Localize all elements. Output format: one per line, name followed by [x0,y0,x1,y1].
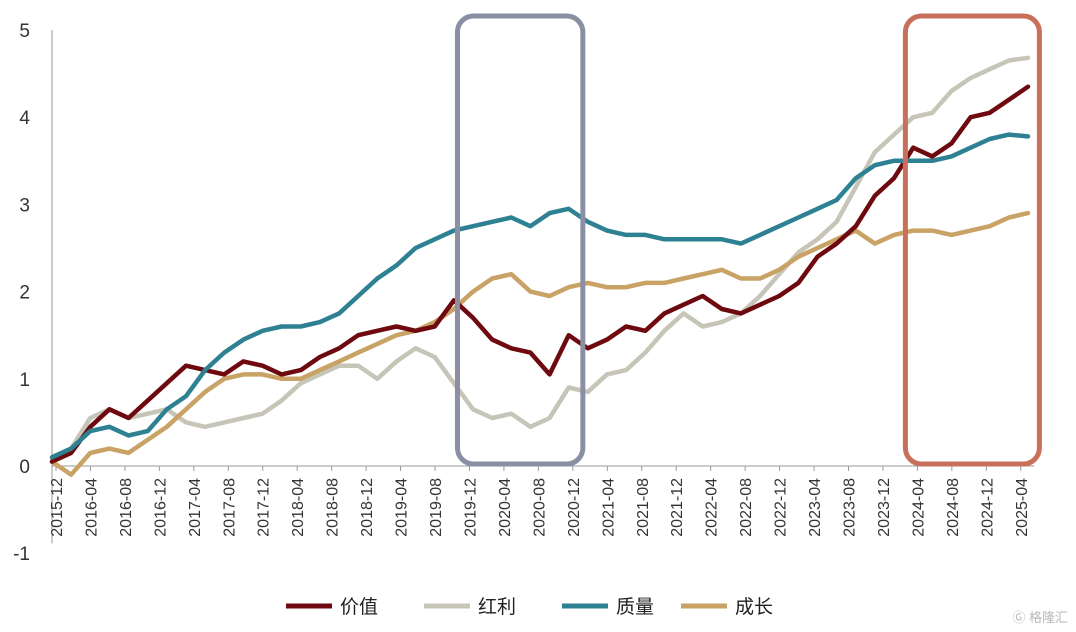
y-tick-label: 5 [19,21,30,42]
highlight-boxes [454,13,1042,467]
x-tick-label: 2025-04 [1014,478,1031,537]
x-tick-label: 2021-08 [635,478,652,537]
x-tick-label: 2023-12 [876,478,893,537]
x-tick-label: 2024-04 [910,478,927,537]
y-tick-label: 3 [19,195,30,216]
watermark: Ⓖ 格隆汇 [1012,607,1068,626]
legend: 价值 红利 质量 成长 [286,596,773,618]
x-tick-label: 2020-08 [531,478,548,537]
y-tick-label: 1 [19,370,30,391]
y-tick-label: 4 [19,108,30,129]
x-tick-label: 2021-04 [600,478,617,537]
x-tick-label: 2016-08 [118,478,135,537]
legend-label: 质量 [616,596,654,618]
x-tick-label: 2020-04 [497,478,514,537]
x-tick-label: 2019-12 [462,478,479,537]
y-tick-label: 0 [19,457,30,478]
watermark-icon: Ⓖ [1012,610,1026,625]
series-line-0 [49,84,1031,464]
x-tick-label: 2018-08 [325,478,342,537]
y-axis-labels: -1 0 1 2 3 4 5 [13,21,30,565]
y-tick-label: 2 [19,283,30,304]
x-tick-label: 2016-04 [83,478,100,537]
x-tick-label: 2019-08 [428,478,445,537]
series-line-3 [49,210,1031,477]
x-tick-label: 2022-08 [738,478,755,537]
y-tick-label: -1 [13,544,30,565]
series-lines [49,55,1031,477]
legend-label: 价值 [340,596,378,618]
x-tick-label: 2021-12 [669,478,686,537]
x-tick-label: 2023-08 [841,478,858,537]
x-tick-label: 2023-04 [807,478,824,537]
watermark-text: 格隆汇 [1028,610,1068,625]
x-tick-label: 2017-08 [221,478,238,537]
x-axis-labels: 2015-12 2016-04 2016-08 2016-12 2017-04 2017-… [49,478,1031,537]
highlight-box-covid-period [454,13,586,467]
x-tick-label: 2024-08 [945,478,962,537]
x-tick-label: 2020-12 [566,478,583,537]
series-line-2 [49,132,1031,460]
x-tick-label: 2018-04 [290,478,307,537]
highlight-box-recent-period [902,13,1042,467]
x-tick-label: 2024-12 [979,478,996,537]
x-tick-label: 2022-12 [773,478,790,537]
x-tick-label: 2016-12 [152,478,169,537]
x-tick-label: 2015-12 [49,478,66,537]
x-tick-label: 2017-12 [256,478,273,537]
x-tick-label: 2019-04 [394,478,411,537]
x-tick-label: 2018-12 [359,478,376,537]
legend-label: 成长 [735,596,773,618]
x-tick-label: 2022-04 [704,478,721,537]
x-tick-label: 2017-04 [187,478,204,537]
legend-label: 红利 [478,596,516,618]
